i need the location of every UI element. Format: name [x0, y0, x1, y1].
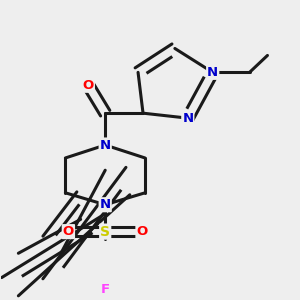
- Text: O: O: [136, 225, 148, 238]
- Text: O: O: [63, 225, 74, 238]
- Text: S: S: [100, 225, 110, 238]
- Text: N: N: [100, 198, 111, 211]
- Text: N: N: [207, 66, 218, 79]
- Text: O: O: [83, 79, 94, 92]
- Text: F: F: [100, 283, 110, 296]
- Text: N: N: [182, 112, 194, 124]
- Text: N: N: [100, 139, 111, 152]
